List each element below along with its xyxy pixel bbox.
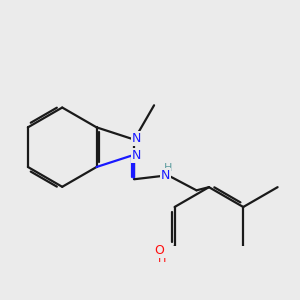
Text: O: O <box>155 244 165 257</box>
Text: N: N <box>132 149 141 162</box>
Text: N: N <box>161 169 170 182</box>
Text: H: H <box>164 163 172 173</box>
Text: N: N <box>132 132 141 145</box>
Text: H: H <box>158 254 167 264</box>
